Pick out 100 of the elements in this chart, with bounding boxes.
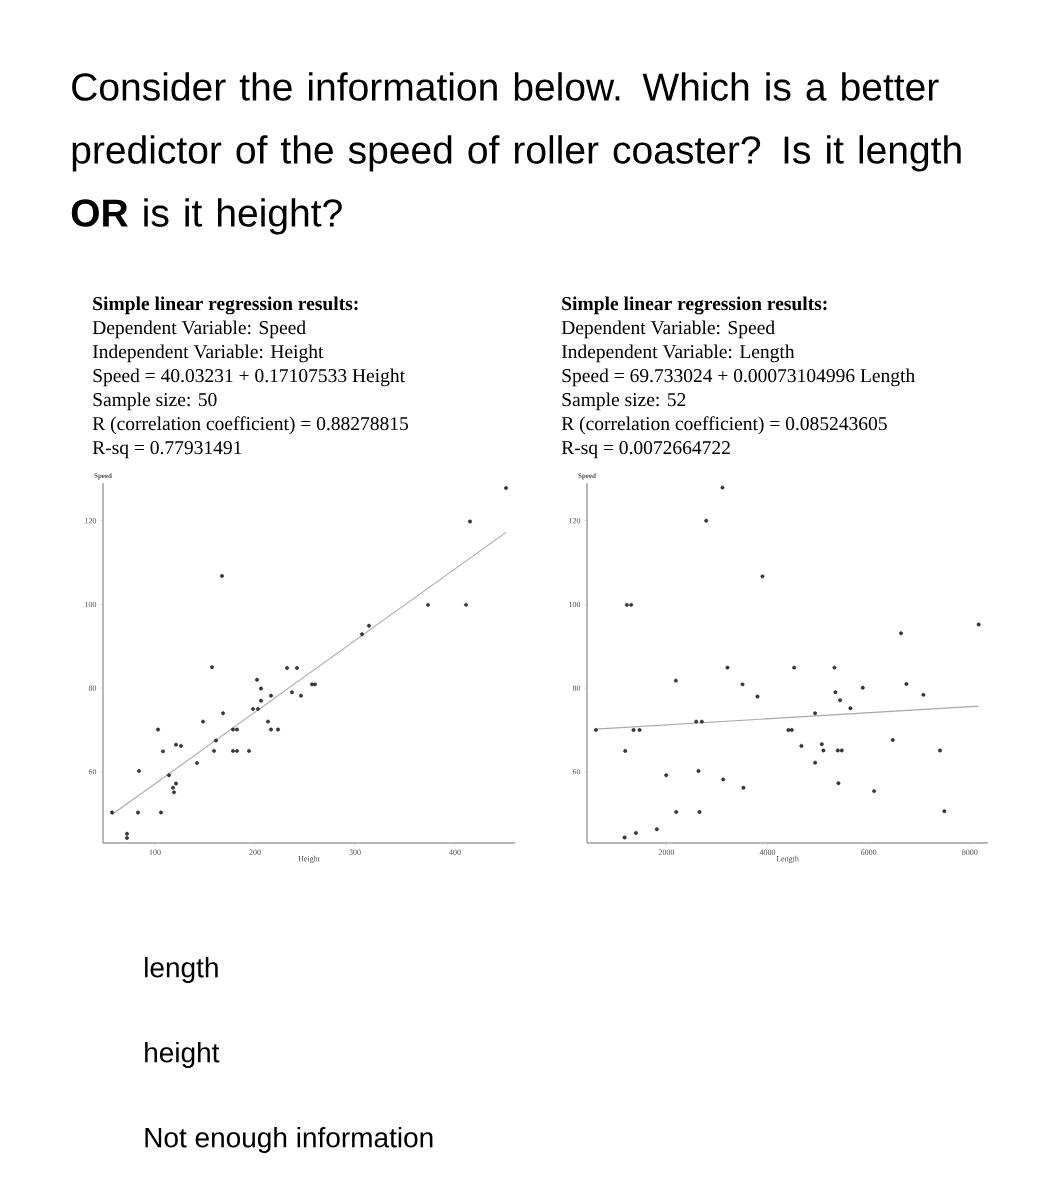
point [360,632,364,637]
point [899,631,903,636]
y-tick-label: 80 [88,685,97,691]
x-tick-label: 300 [349,849,361,855]
point [725,665,730,670]
point [637,728,642,732]
point [256,707,260,711]
chart-title: Simple linear regression results: [562,296,827,315]
point [468,519,472,524]
text: Not enough information [145,1126,433,1154]
text: Consider the information below. Which is a better predictor of the speed of roller coaster? Is it length OR is it height? [71,72,961,235]
point [247,749,251,753]
point [674,810,679,814]
point [210,665,214,670]
point [299,693,303,698]
point [821,748,826,753]
point [704,518,709,523]
point [426,602,430,607]
point [125,831,129,836]
point [266,719,270,724]
point [755,694,760,699]
x-axis-title: Height [298,855,320,864]
point [664,773,669,778]
y-tick-label: 100 [85,601,97,608]
point [367,623,371,628]
point [694,719,699,724]
point [251,707,255,711]
y-tick-label: 100 [569,601,581,608]
y-tick-label: 60 [572,769,581,775]
point [813,760,818,765]
point [622,835,627,840]
point [860,685,865,690]
text: Independent Variable: Height [92,344,324,363]
point [136,810,140,815]
point [285,666,289,670]
point [631,728,636,732]
point [623,749,628,753]
point [789,728,794,732]
point [838,698,842,703]
text: Sample size: 52 [562,392,686,411]
point [819,742,824,747]
text: Dependent Variable: Speed [92,320,306,339]
point [872,789,876,793]
y-tick-label: 80 [572,685,581,691]
point [174,742,178,747]
point [696,769,701,773]
text: Speed = 40.03231 + 0.17107533 Height [93,368,405,387]
text: length [145,956,218,984]
point [464,602,468,607]
x-tick-label: 200 [249,849,261,855]
point [221,711,225,716]
x-axis-title: Length [776,855,799,864]
point [179,744,183,748]
point [255,677,259,682]
point [938,748,942,753]
point [276,727,280,732]
x-tick-label: 6000 [861,849,877,855]
y-tick-label: 120 [85,517,97,524]
point [195,761,199,765]
point [110,810,114,815]
point [921,692,926,697]
point [942,809,947,814]
point [976,622,981,627]
point [171,785,175,790]
point [156,727,160,732]
point [673,678,678,683]
point [235,727,239,732]
y-tick-label: 60 [88,769,97,775]
point [231,727,235,732]
x-tick-label: 2000 [658,849,675,855]
point [654,827,659,832]
point [174,781,178,786]
point [799,744,804,748]
point [159,810,163,815]
point [269,693,273,698]
point [697,810,702,814]
point [504,486,508,490]
text: R (correlation coefficient) = 0.88278815 [92,416,409,435]
point [629,602,634,607]
x-tick-label: 400 [449,849,461,855]
point [699,719,704,724]
point [740,682,745,687]
point [125,836,129,840]
point [594,728,598,732]
chart-title: Simple linear regression results: [93,296,358,315]
x-tick-label: 100 [149,849,161,855]
point [848,706,853,711]
point [904,682,909,686]
text: Dependent Variable: Speed [561,320,775,339]
text: R (correlation coefficient) = 0.085243605 [561,416,887,435]
point [172,790,176,795]
point [220,574,224,578]
point [625,602,629,607]
point [839,748,844,753]
point [835,748,840,753]
point [786,728,791,732]
text: R-sq = 0.77931491 [92,441,242,459]
point [836,781,841,786]
point [634,831,638,835]
point [235,749,239,753]
